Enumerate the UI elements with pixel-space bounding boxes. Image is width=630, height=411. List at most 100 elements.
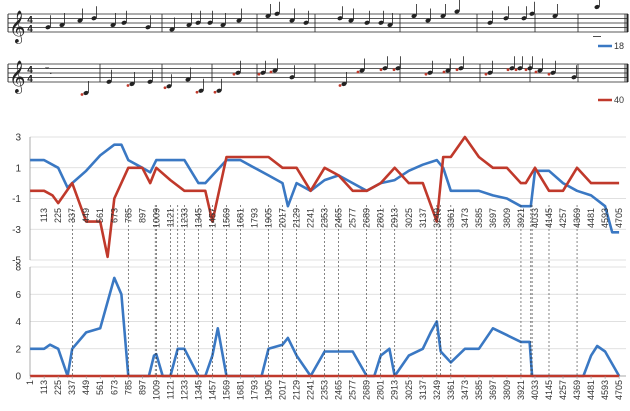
accidental-marker	[547, 72, 551, 76]
x-tick-label: 1793	[250, 380, 260, 400]
x-tick-label-top: 3809	[502, 208, 512, 228]
x-tick-label: 2241	[306, 380, 316, 400]
x-tick-label-top: 561	[95, 208, 105, 223]
series-line-1	[30, 135, 620, 259]
accidental-marker	[356, 70, 360, 74]
note-head	[594, 4, 600, 10]
note-head	[185, 77, 191, 82]
x-tick-label: 4145	[544, 380, 554, 400]
treble-clef-icon: 𝄞	[9, 10, 26, 44]
note-head	[289, 75, 295, 80]
note-head	[186, 22, 192, 28]
x-tick-label-top: 1569	[221, 208, 231, 228]
x-tick-label: 4481	[586, 380, 596, 400]
x-tick-label: 2017	[278, 380, 288, 400]
accidental-marker	[392, 68, 396, 72]
note-head	[487, 70, 493, 75]
x-tick-label-top: 4257	[558, 208, 568, 228]
x-tick-label: 897	[137, 380, 147, 395]
x-axis-labels: 1 113 225 337 449 561 673 785 897 1009 1121 1233 134…	[25, 205, 624, 400]
x-tick-label: 561	[95, 380, 105, 395]
x-tick-label-top: 4369	[572, 208, 582, 228]
note-head	[445, 68, 451, 73]
note-head	[91, 16, 97, 21]
note-head	[169, 27, 175, 32]
note-head	[509, 66, 515, 71]
accidental-marker	[514, 68, 518, 72]
x-tick-label-top: 3249	[432, 208, 442, 228]
y-tick-label: 8	[15, 263, 21, 274]
note-head	[527, 66, 533, 71]
x-tick-label-top: 4033	[530, 208, 540, 228]
accidental-marker	[379, 68, 383, 72]
y-tick-label: 1	[15, 163, 21, 174]
x-tick-label: 1121	[165, 380, 175, 399]
note-head	[121, 20, 127, 25]
note-head	[272, 68, 278, 73]
accidental-marker	[338, 84, 342, 87]
note-head	[77, 18, 83, 23]
x-tick-label: 4705	[614, 380, 624, 400]
accidental-marker	[506, 68, 510, 72]
note-head	[166, 84, 172, 89]
x-tick-label: 4593	[600, 380, 610, 400]
x-tick-label: 2353	[320, 380, 330, 400]
x-tick-label: 1233	[179, 380, 189, 400]
note-head	[359, 68, 365, 73]
accidental-marker	[195, 90, 199, 94]
x-tick-label: 2465	[334, 380, 344, 400]
note-head	[571, 75, 577, 80]
x-tick-label-top: 4145	[544, 208, 554, 228]
x-tick-label: 3809	[502, 380, 512, 400]
x-tick-label-top: 2913	[390, 208, 400, 228]
rest-icon: 𝄻.	[45, 65, 52, 77]
note-head	[378, 20, 384, 25]
accidental-marker	[126, 84, 130, 87]
x-tick-label-top: 225	[53, 208, 63, 223]
note-head	[517, 66, 523, 71]
note-head	[106, 79, 112, 84]
x-tick-label-top: 673	[109, 208, 119, 223]
chart-bottom: 8 6 4 2 0	[15, 263, 626, 383]
legend-label-40: 40	[614, 95, 624, 105]
x-tick-label: 1905	[264, 380, 274, 400]
x-tick-label: 673	[109, 380, 119, 395]
note-head	[216, 88, 222, 93]
x-tick-label: 2689	[362, 380, 372, 400]
note-head	[337, 16, 343, 21]
accidental-marker	[442, 70, 446, 74]
note-head	[260, 70, 266, 75]
note-head	[440, 13, 446, 19]
note-head	[425, 18, 431, 23]
x-tick-label-top: 4481	[586, 208, 596, 228]
x-tick-label-top: 2017	[278, 208, 288, 228]
x-tick-label: 3137	[418, 380, 428, 400]
x-tick-label-top: 2801	[376, 208, 386, 228]
x-tick-label-top: 4593	[600, 208, 610, 228]
y-tick-label: 6	[15, 290, 21, 301]
x-tick-label-top: 1233	[179, 208, 189, 228]
x-tick-label-top: 1457	[207, 208, 217, 228]
x-tick-label-top: 2577	[348, 208, 358, 228]
chart-top: 3 1 -1 -3 -5	[12, 133, 626, 267]
x-tick-label-top: 449	[81, 208, 91, 223]
x-tick-label-top: 4705	[614, 208, 624, 228]
y-tick-label: -5	[12, 256, 21, 267]
x-tick-label: 3249	[432, 380, 442, 400]
note-head	[382, 66, 388, 71]
note-head	[521, 16, 527, 21]
x-tick-label: 225	[53, 380, 63, 395]
x-tick-label: 3473	[460, 380, 470, 400]
legend-label-18: 18	[614, 41, 624, 51]
x-tick-label: 2577	[348, 380, 358, 400]
time-signature-bottom: 4	[27, 24, 33, 35]
y-tick-label: -1	[12, 194, 21, 205]
x-tick-label: 785	[123, 380, 133, 395]
x-tick-label-top: 3025	[404, 208, 414, 228]
note-head	[83, 90, 89, 96]
x-tick-label: 4369	[572, 380, 582, 400]
note-head	[552, 13, 558, 19]
